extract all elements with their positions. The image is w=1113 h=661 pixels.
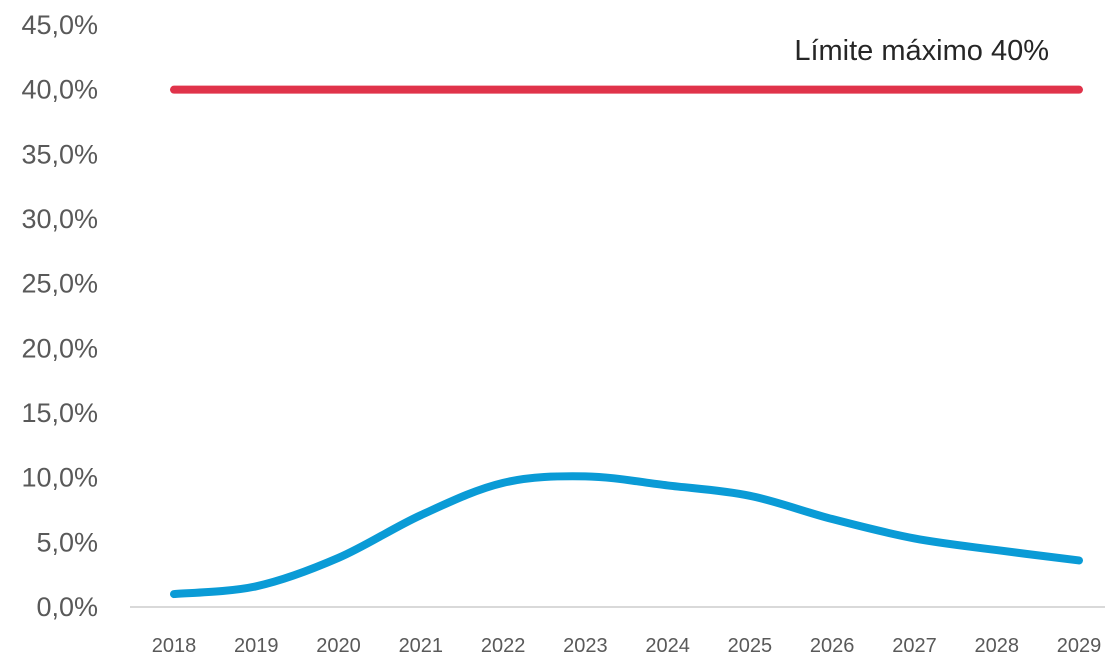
- x-tick-label: 2020: [316, 635, 361, 657]
- x-tick-label: 2025: [728, 635, 773, 657]
- limit-annotation: Límite máximo 40%: [794, 35, 1049, 67]
- y-tick-label: 0,0%: [36, 592, 98, 622]
- x-tick-label: 2023: [563, 635, 608, 657]
- x-tick-label: 2029: [1057, 635, 1102, 657]
- x-tick-label: 2021: [399, 635, 444, 657]
- x-tick-label: 2027: [892, 635, 937, 657]
- series-layer: [170, 85, 1083, 599]
- x-tick-label: 2024: [645, 635, 690, 657]
- y-tick-label: 35,0%: [21, 139, 98, 169]
- y-tick-label: 10,0%: [21, 463, 98, 493]
- y-tick-label: 15,0%: [21, 398, 98, 428]
- y-tick-label: 20,0%: [21, 333, 98, 363]
- x-tick-label: 2026: [810, 635, 855, 657]
- y-tick-label: 30,0%: [21, 204, 98, 234]
- x-axis: 2018 2019 2020 2021 2022 2023 2024 2025 2026 2027…: [152, 635, 1102, 657]
- y-tick-label: 25,0%: [21, 269, 98, 299]
- y-tick-label: 45,0%: [21, 10, 98, 40]
- x-tick-label: 2018: [152, 635, 197, 657]
- x-tick-label: 2022: [481, 635, 526, 657]
- x-tick-label: 2028: [974, 635, 1019, 657]
- series-line: [170, 472, 1083, 599]
- y-axis: 0,0% 5,0% 10,0% 15,0% 20,0% 25,0% 30,0% 35,0% 40…: [21, 10, 98, 622]
- x-tick-label: 2019: [234, 635, 279, 657]
- y-tick-label: 40,0%: [21, 75, 98, 105]
- y-tick-label: 5,0%: [36, 527, 98, 557]
